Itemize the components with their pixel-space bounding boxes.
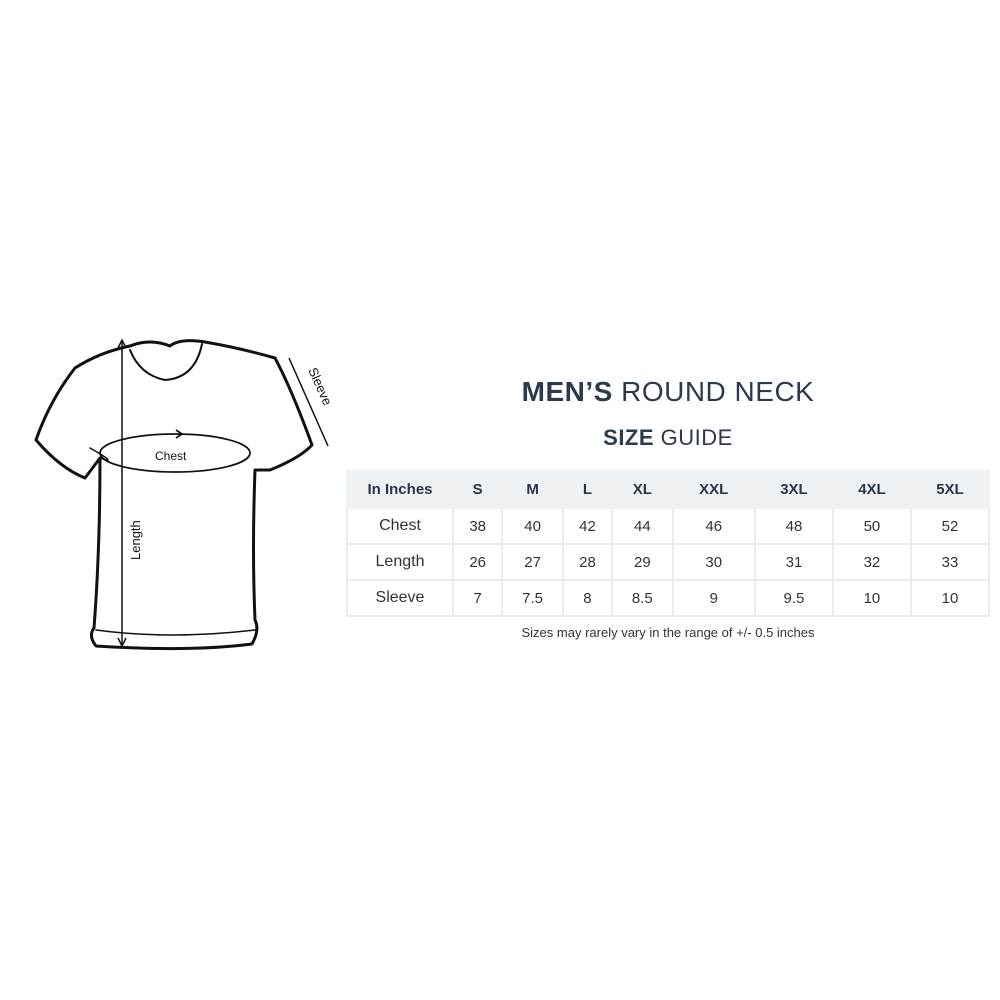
table-cell: 8.5 [611,579,674,617]
table-cell: 29 [611,543,674,581]
page-title: MEN’S ROUND NECK [346,376,990,408]
table-cell: 42 [561,507,614,545]
table-cell: 8 [561,579,614,617]
row-label: Length [346,543,454,581]
table-row: Length 26 27 28 29 30 31 32 33 [346,543,991,581]
chest-measure [99,429,251,473]
row-label: Chest [346,507,454,545]
size-note: Sizes may rarely vary in the range of +/… [521,625,815,640]
title-rest: ROUND NECK [621,376,815,407]
header-row: In Inches S M L XL XXL 3XL 4XL 5XL [346,470,991,509]
column-header: 3XL [753,470,834,509]
table-cell: 28 [561,543,614,581]
table-cell: 9 [671,579,756,617]
table-cell: 7.5 [501,579,564,617]
page-subtitle: SIZE GUIDE [346,425,990,451]
column-header: XXL [671,470,756,509]
length-label: Length [128,520,143,560]
table-cell: 27 [501,543,564,581]
tshirt-diagram: Chest Length Sleeve [34,338,335,651]
table-cell: 40 [501,507,564,545]
table-cell: 10 [831,579,912,617]
sleeve-label: Sleeve [305,365,335,407]
table-cell: 10 [909,579,991,617]
shirt-outline [34,339,314,651]
table-cell: 9.5 [753,579,834,617]
table-cell: 33 [909,543,991,581]
table-cell: 50 [831,507,912,545]
subtitle-bold: SIZE [603,425,655,450]
table-cell: 48 [753,507,834,545]
title-bold: MEN’S [521,376,613,407]
table-cell: 52 [909,507,991,545]
table-cell: 30 [671,543,756,581]
table-cell: 46 [671,507,756,545]
length-measure [117,338,127,648]
column-header: M [501,470,564,509]
column-header: L [561,470,614,509]
table-cell: 31 [753,543,834,581]
chest-label: Chest [155,449,187,463]
sleeve-measure [288,357,329,447]
table-row: Chest 38 40 42 44 46 48 50 52 [346,507,991,545]
table-cell: 38 [451,507,504,545]
table-row: Sleeve 7 7.5 8 8.5 9 9.5 10 10 [346,579,991,617]
column-header: S [451,470,504,509]
table-cell: 32 [831,543,912,581]
column-header: XL [611,470,674,509]
subtitle-rest: GUIDE [660,425,733,450]
size-table: In Inches S M L XL XXL 3XL 4XL 5XL Chest 38 40 42 44… [346,470,991,617]
table-cell: 26 [451,543,504,581]
table-cell: 44 [611,507,674,545]
column-header: 5XL [909,470,991,509]
column-header: 4XL [831,470,912,509]
row-label: Sleeve [346,579,454,617]
column-header: In Inches [346,470,454,509]
table-cell: 7 [451,579,504,617]
